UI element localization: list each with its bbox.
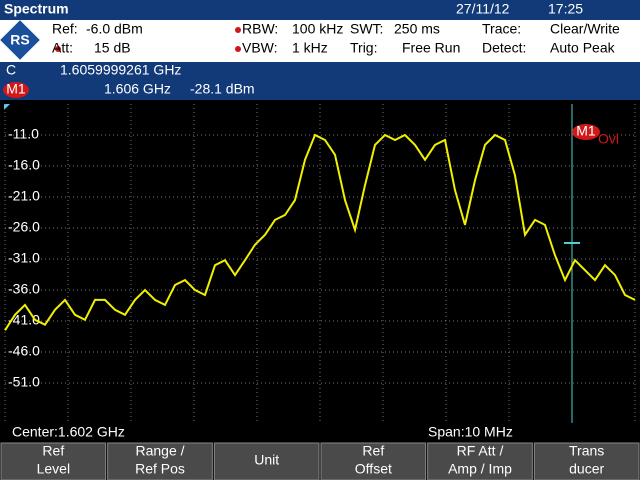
setting-label: RBW: <box>242 21 278 37</box>
y-tick-label: -21.0 <box>8 188 40 204</box>
softkey[interactable] <box>427 442 533 480</box>
overload-label: Ovl <box>598 131 619 147</box>
marker-badge <box>3 82 29 98</box>
softkey-label: Unit <box>254 452 279 468</box>
softkey[interactable] <box>107 442 213 480</box>
date: 27/11/12 <box>456 1 510 17</box>
center-label: C <box>6 62 16 78</box>
softkey[interactable] <box>320 442 427 480</box>
span-info: Span:10 MHz <box>428 424 513 440</box>
setting-label: Trace: <box>482 21 521 37</box>
softkey-label: Ref <box>362 443 384 459</box>
softkey[interactable] <box>0 442 107 480</box>
softkey-label: ducer <box>569 461 604 477</box>
time: 17:25 <box>548 1 583 17</box>
setting-label: Trig: <box>350 40 377 56</box>
softkey[interactable] <box>213 442 320 480</box>
setting-value: -6.0 dBm <box>86 21 143 37</box>
trace-line <box>4 133 636 331</box>
title-bar <box>0 0 640 20</box>
softkey-label: Range / <box>135 443 184 459</box>
softkey-label: Ref <box>42 443 64 459</box>
y-tick-label: -11.0 <box>8 126 39 142</box>
softkey-label: Amp / Imp <box>448 461 512 477</box>
marker-badge-plot <box>572 124 600 140</box>
y-tick-label: -26.0 <box>8 219 40 235</box>
setting-bullet <box>235 27 241 33</box>
setting-label: Ref: <box>52 21 78 37</box>
setting-label: Detect: <box>482 40 526 56</box>
setting-value: 250 ms <box>394 21 440 37</box>
softkey-label: Trans <box>569 443 604 459</box>
softkey-label: Ref Pos <box>135 461 185 477</box>
softkeys: Ref Level Range / Ref Pos Unit Ref Offset RF At… <box>0 442 640 480</box>
setting-value: 100 kHz <box>292 21 343 37</box>
setting-value: Auto Peak <box>550 40 616 56</box>
softkey[interactable] <box>533 442 640 480</box>
logo: RS <box>0 20 40 60</box>
settings-panel <box>0 20 640 62</box>
y-tick-label: -16.0 <box>8 157 40 173</box>
title: Spectrum <box>4 1 69 17</box>
softkey-label: RF Att / <box>457 443 504 459</box>
y-tick-label: -51.0 <box>8 374 40 390</box>
marker-level: -28.1 dBm <box>190 81 255 97</box>
setting-label: Att: <box>52 40 73 56</box>
grid: -11.0-16.0-21.0-26.0-31.0-36.0-41.0-46.0… <box>4 104 636 423</box>
y-tick-label: -36.0 <box>8 281 40 297</box>
setting-value: Free Run <box>402 40 460 56</box>
softkey-label: Offset <box>355 461 392 477</box>
setting-value: Clear/Write <box>550 21 620 37</box>
y-tick-label: -31.0 <box>8 250 40 266</box>
setting-bullet <box>235 46 241 52</box>
footer <box>0 423 640 442</box>
center-info: Center:1.602 GHz <box>12 424 125 440</box>
marker-label-plot: M1 <box>576 123 596 139</box>
marker-label: M1 <box>6 81 26 97</box>
center-frequency: 1.6059999261 GHz <box>60 62 181 78</box>
marker-bar <box>0 62 640 100</box>
setting-value: 1 kHz <box>292 40 328 56</box>
setting-label: SWT: <box>350 21 383 37</box>
svg-text:RS: RS <box>10 32 29 48</box>
setting-label: VBW: <box>242 40 278 56</box>
setting-value: 15 dB <box>94 40 131 56</box>
marker-frequency: 1.606 GHz <box>104 81 171 97</box>
setting-bullet <box>55 46 61 52</box>
y-tick-label: -46.0 <box>8 343 40 359</box>
trace-group <box>4 133 636 331</box>
softkey-label: Level <box>37 461 70 477</box>
